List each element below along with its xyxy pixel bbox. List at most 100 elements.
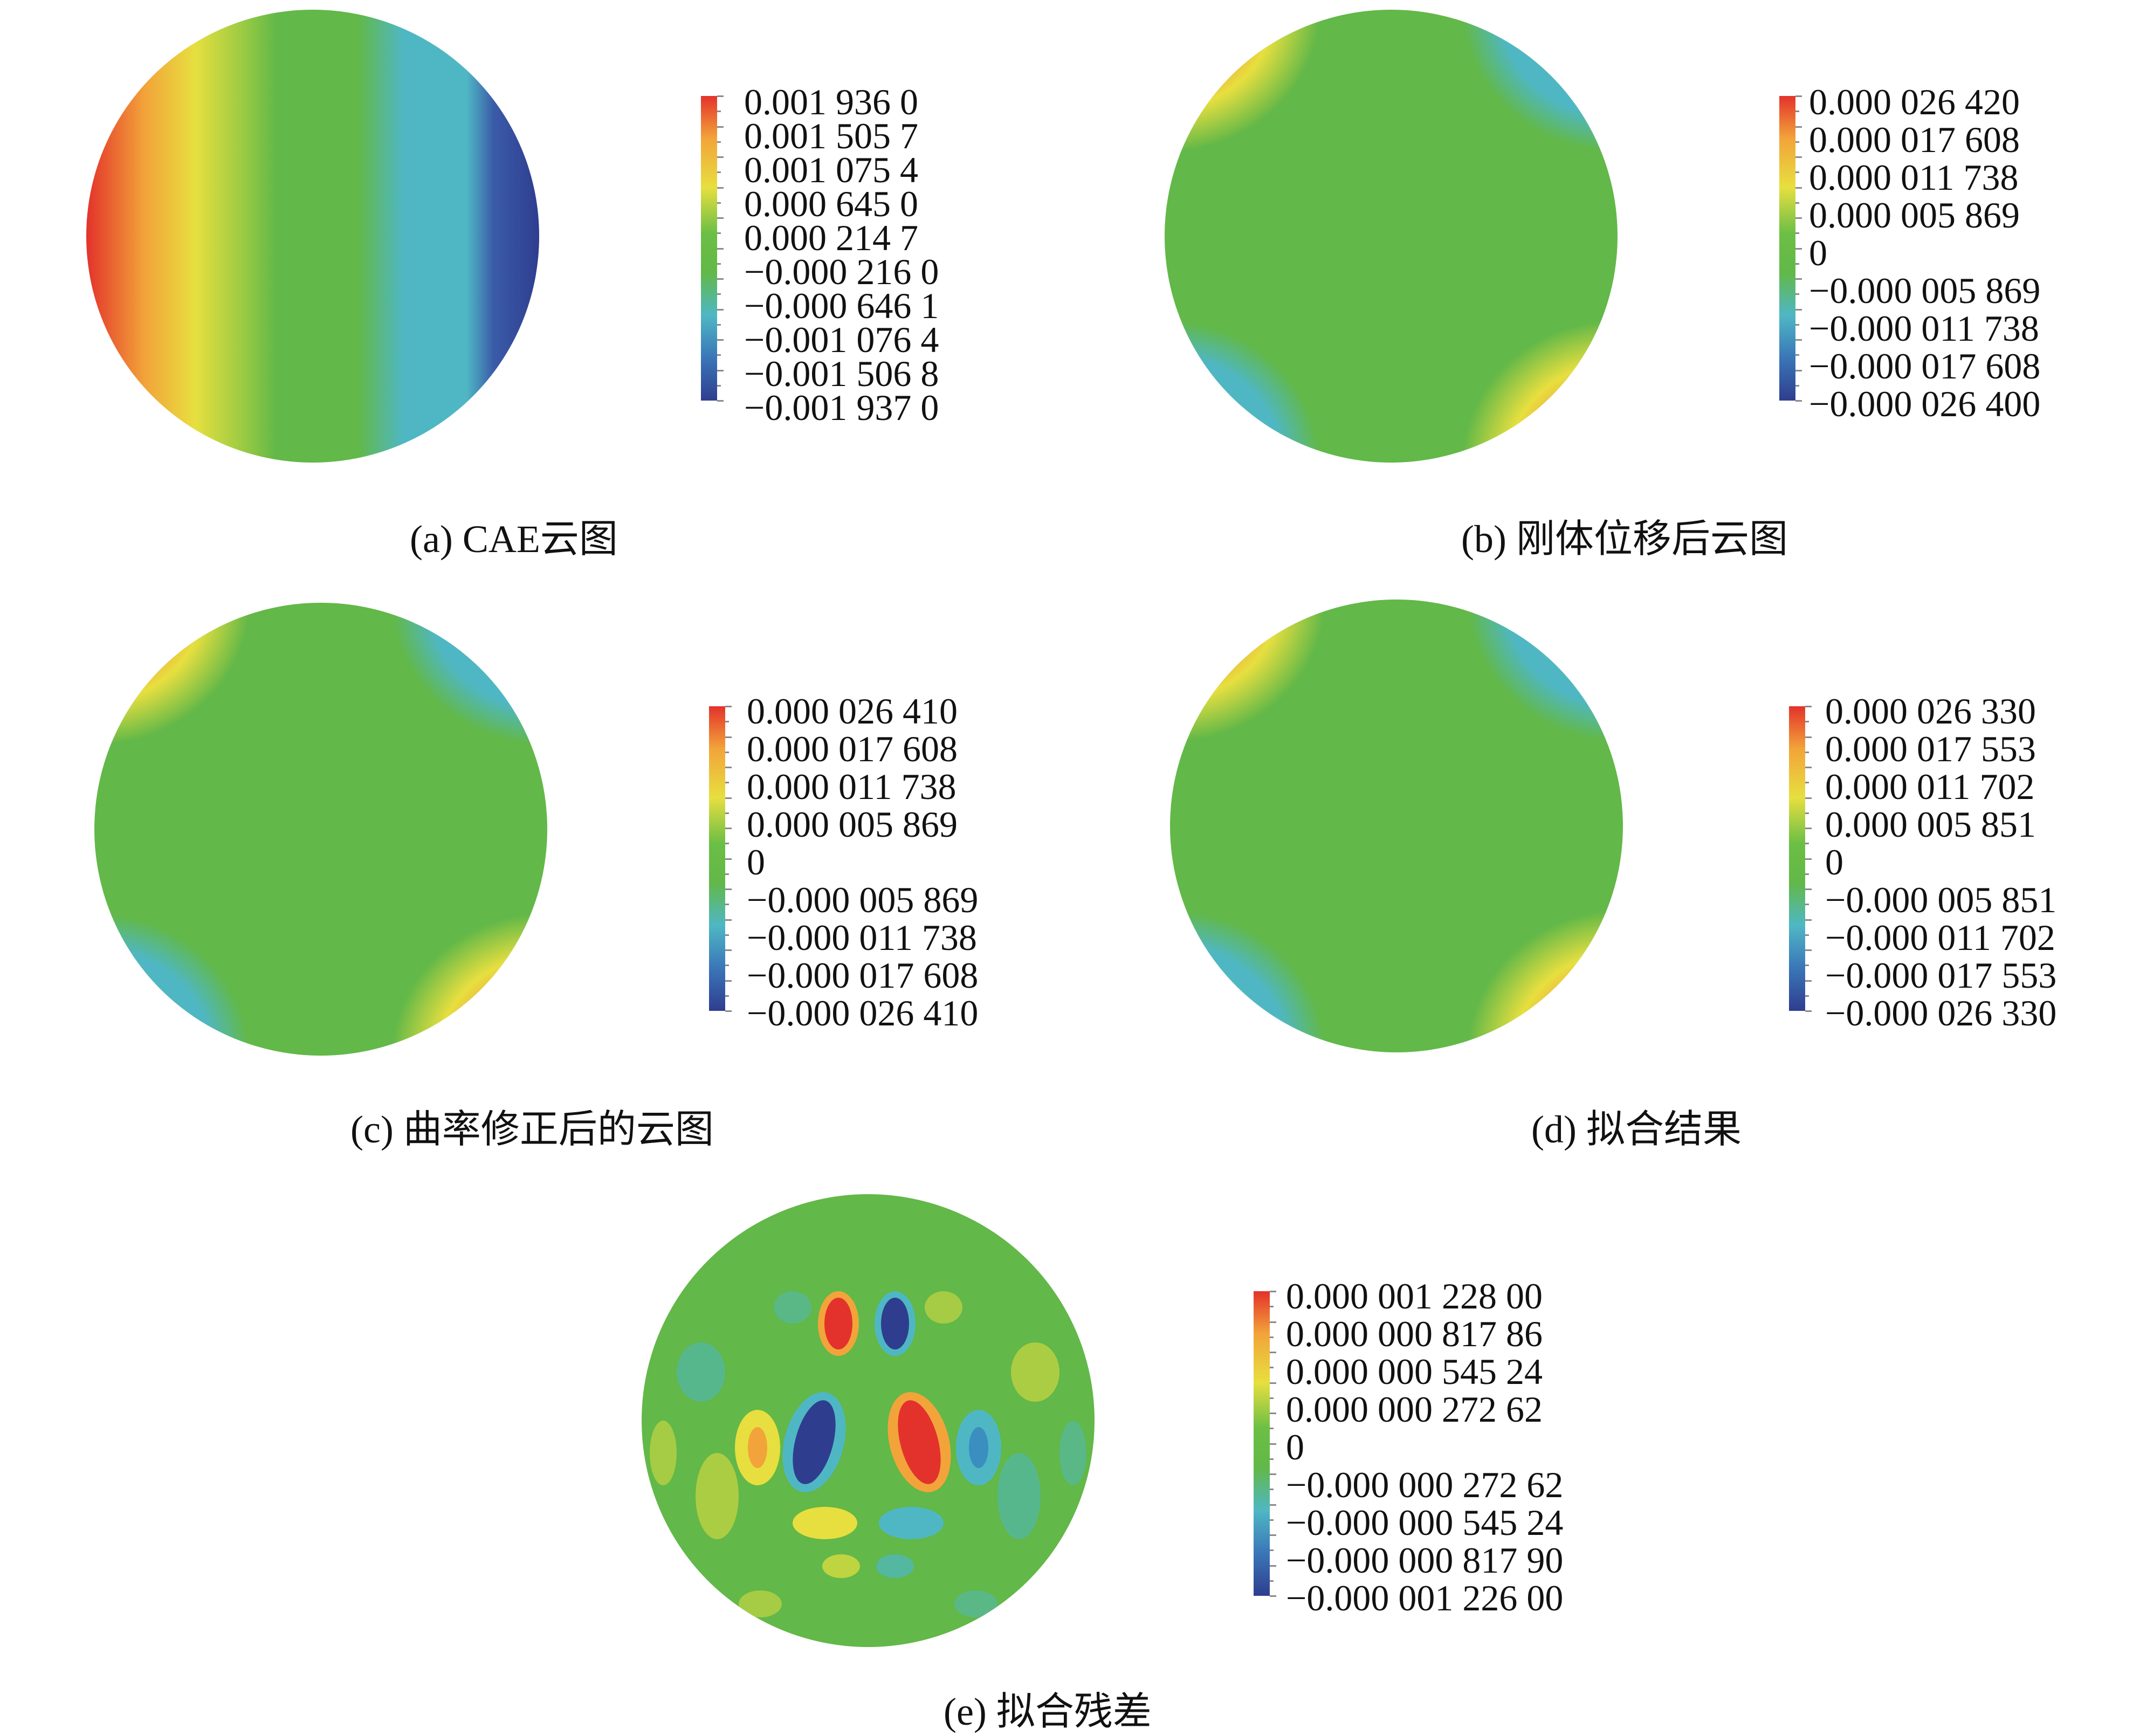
colorbar-tick (1795, 263, 1799, 265)
colorbar-tick (1270, 1367, 1274, 1369)
colorbar-tick (1805, 888, 1812, 890)
colorbar-tick (725, 736, 732, 738)
caption-c: (c) 曲率修正后的云图 (350, 1108, 714, 1151)
legend-b-value: 0 (1809, 232, 1827, 273)
colorbar-tick (717, 141, 721, 143)
colorbar-tick (725, 797, 732, 799)
colorbar-tick (1795, 323, 1799, 326)
colorbar-tick (1795, 187, 1802, 189)
colorbar-tick (1795, 202, 1799, 204)
colorbar-tick (717, 187, 724, 189)
legend-c-value: 0.000 011 738 (747, 766, 957, 807)
colorbar-tick (1795, 232, 1799, 235)
colorbar-tick (1270, 1382, 1276, 1384)
caption-b: (b) 刚体位移后云图 (1461, 518, 1788, 561)
legend-b-value: −0.000 026 400 (1809, 383, 2041, 424)
contour-plot-d (1170, 600, 1623, 1052)
legend-e: 0.000 001 228 00 0.000 000 817 86 0.000 … (1286, 1276, 1588, 1616)
colorbar-tick (1805, 721, 1809, 723)
colorbar-tick (1805, 767, 1812, 768)
legend-e-value: 0.000 001 228 00 (1286, 1276, 1543, 1317)
colorbar-tick (1805, 706, 1812, 707)
colorbar-a (701, 95, 724, 402)
colorbar-tick (725, 706, 732, 707)
legend-e-value: −0.000 000 272 62 (1286, 1464, 1564, 1505)
colorbar-tick (717, 111, 721, 113)
colorbar-b (1779, 95, 1802, 402)
colorbar-tick (717, 384, 721, 387)
colorbar-tick (1805, 828, 1812, 829)
colorbar-tick (1795, 384, 1799, 387)
colorbar-tick (725, 721, 729, 723)
colorbar-tick (725, 904, 729, 906)
colorbar-tick (1270, 1519, 1274, 1521)
legend-e-value: 0.000 000 817 86 (1286, 1313, 1543, 1354)
colorbar-tick (725, 858, 732, 860)
colorbar-tick (1805, 934, 1809, 936)
colorbar-tick (717, 217, 724, 219)
colorbar-tick (717, 263, 721, 265)
colorbar-tick (1795, 308, 1802, 311)
colorbar-tick (1270, 1306, 1274, 1308)
legend-b-value: 0.000 026 420 (1809, 81, 2020, 122)
colorbar-d (1789, 706, 1812, 1012)
colorbar-tick (725, 934, 729, 936)
colorbar-tick (1270, 1595, 1276, 1597)
colorbar-tick (1795, 354, 1799, 356)
legend-b-value: 0.000 011 738 (1809, 157, 2019, 198)
legend-c-value: −0.000 011 738 (747, 917, 977, 958)
colorbar-tick (1270, 1489, 1274, 1491)
legend-d-value: −0.000 026 330 (1825, 993, 2057, 1034)
legend-b-value: −0.000 005 869 (1809, 270, 2041, 311)
legend-e-value: −0.000 000 545 24 (1286, 1502, 1564, 1543)
colorbar-tick (1805, 736, 1812, 738)
colorbar-e (1254, 1291, 1276, 1597)
legend-a-value: −0.001 937 0 (744, 387, 939, 428)
legend-c: 0.000 026 410 0.000 017 608 0.000 011 73… (747, 693, 1049, 1031)
legend-c-value: 0.000 005 869 (747, 804, 958, 845)
legend-d-value: 0.000 011 702 (1825, 766, 2035, 807)
legend-c-value: −0.000 017 608 (747, 955, 979, 996)
legend-a-value: −0.001 076 4 (744, 319, 939, 360)
colorbar-tick (1805, 904, 1809, 906)
colorbar-tick (1270, 1534, 1276, 1536)
colorbar-tick (725, 888, 732, 890)
colorbar-tick (1805, 782, 1809, 784)
contour-plot-c (94, 603, 547, 1056)
colorbar-tick (1270, 1428, 1274, 1430)
legend-a-value: 0.001 505 7 (744, 115, 918, 156)
colorbar-tick (1795, 171, 1799, 174)
legend-b-value: 0.000 017 608 (1809, 119, 2020, 160)
colorbar-tick (1270, 1321, 1276, 1323)
legend-a-value: 0.001 075 4 (744, 149, 918, 190)
contour-plot-a (86, 10, 539, 463)
colorbar-tick (1805, 965, 1809, 967)
legend-a: 0.001 936 0 0.001 505 7 0.001 075 4 0.00… (744, 84, 1014, 426)
caption-e: (e) 拟合残差 (944, 1690, 1152, 1733)
colorbar-tick (725, 919, 732, 921)
colorbar-c (709, 706, 732, 1012)
colorbar-tick (717, 293, 721, 295)
colorbar-tick (717, 369, 724, 371)
legend-a-value: −0.000 216 0 (744, 251, 939, 292)
colorbar-tick (717, 278, 724, 280)
colorbar-tick (1795, 247, 1802, 250)
colorbar-tick (725, 995, 729, 997)
legend-d-value: 0.000 005 851 (1825, 804, 2036, 845)
colorbar-tick (1795, 217, 1802, 219)
colorbar-tick (717, 339, 724, 341)
colorbar-tick (717, 308, 724, 311)
colorbar-tick (717, 156, 724, 158)
colorbar-tick (1795, 400, 1802, 402)
legend-b-value: −0.000 011 738 (1809, 308, 2039, 349)
legend-a-value: 0.000 645 0 (744, 183, 918, 224)
legend-d-value: −0.000 005 851 (1825, 879, 2057, 920)
colorbar-tick (1805, 858, 1812, 860)
legend-c-value: −0.000 005 869 (747, 879, 979, 920)
colorbar-tick (1270, 1580, 1274, 1582)
colorbar-tick (1805, 1010, 1812, 1012)
colorbar-tick (1270, 1352, 1276, 1353)
legend-c-value: −0.000 026 410 (747, 993, 979, 1034)
colorbar-tick (717, 126, 724, 128)
colorbar-tick (717, 323, 721, 326)
